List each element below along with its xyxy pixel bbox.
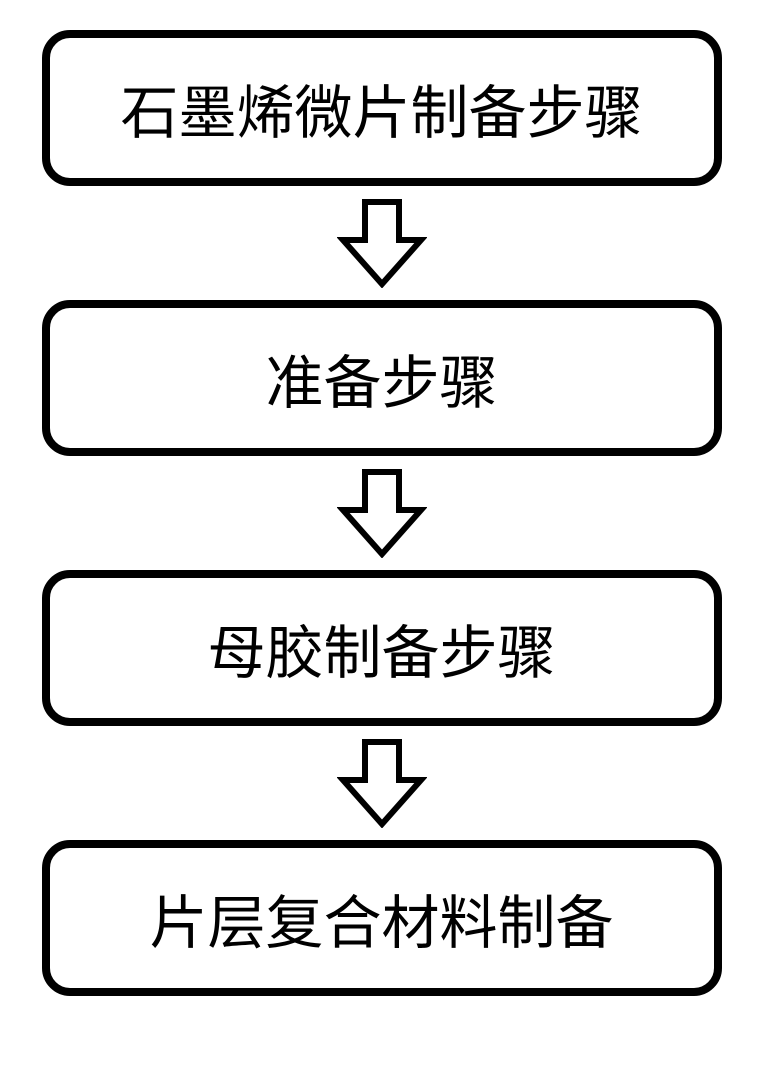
arrow-1 xyxy=(337,198,427,288)
arrow-3 xyxy=(337,738,427,828)
flowchart-step-2: 准备步骤 xyxy=(42,300,722,456)
down-arrow-icon xyxy=(337,198,427,288)
step-label: 石墨烯微片制备步骤 xyxy=(120,81,642,146)
step-label: 片层复合材料制备 xyxy=(149,891,613,956)
down-arrow-icon xyxy=(337,468,427,558)
step-label: 准备步骤 xyxy=(265,351,497,416)
flowchart-container: 石墨烯微片制备步骤 准备步骤 母胶制备步骤 片层复合材料制备 xyxy=(42,30,722,996)
flowchart-step-3: 母胶制备步骤 xyxy=(42,570,722,726)
step-label: 母胶制备步骤 xyxy=(207,621,555,686)
arrow-2 xyxy=(337,468,427,558)
down-arrow-icon xyxy=(337,738,427,828)
flowchart-step-1: 石墨烯微片制备步骤 xyxy=(42,30,722,186)
flowchart-step-4: 片层复合材料制备 xyxy=(42,840,722,996)
